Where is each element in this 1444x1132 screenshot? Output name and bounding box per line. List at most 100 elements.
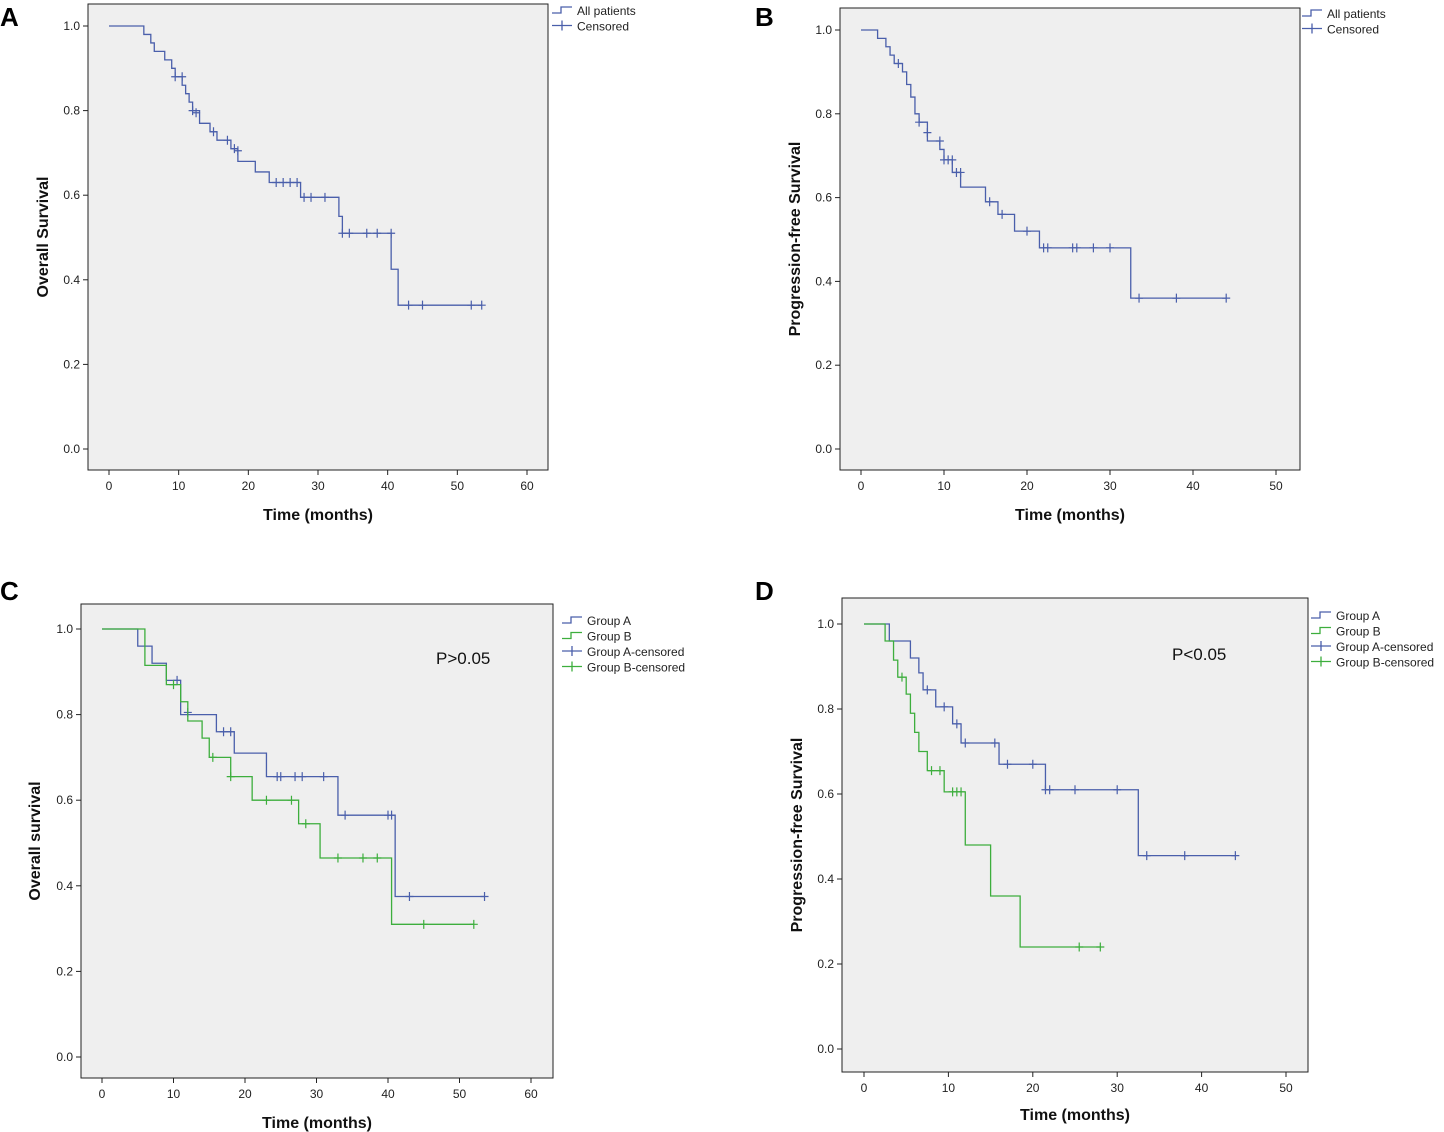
y-tick-label: 0.0 (63, 442, 80, 456)
censor-mark (262, 795, 271, 805)
censor-mark (935, 136, 944, 146)
legend-label: All patients (1327, 7, 1386, 21)
x-axis-title: Time (months) (1015, 507, 1125, 524)
x-tick-label: 20 (1026, 1081, 1040, 1095)
censor-mark (226, 772, 235, 782)
censor-mark (298, 772, 307, 782)
legend-line-icon (1311, 611, 1331, 619)
chart-panel-c: C 0.0 0.2 0.4 0.6 0.8 1.0 0 10 20 30 40 50 60 Time (mo… (0, 576, 685, 1132)
legend-label: Group B (587, 630, 632, 644)
censor-mark (940, 702, 949, 712)
x-tick-label: 0 (858, 479, 865, 493)
x-tick-label: 30 (1103, 479, 1117, 493)
x-tick-label: 10 (937, 479, 951, 493)
legend-censor-icon (552, 20, 572, 31)
y-axis-title: Overall survival (27, 781, 44, 900)
censor-mark (387, 228, 396, 238)
censor-mark (171, 72, 180, 82)
censor-mark (1043, 243, 1052, 253)
censor-mark (404, 300, 413, 310)
censor-mark (286, 178, 295, 188)
censor-mark (362, 228, 371, 238)
y-tick-label: 0.6 (817, 787, 834, 801)
x-tick-label: 40 (1186, 479, 1200, 493)
panel-letter: D (755, 576, 774, 606)
censor-mark (952, 719, 961, 729)
x-tick-label: 50 (453, 1087, 467, 1101)
legend-censor-icon (562, 646, 582, 656)
censor-mark (923, 685, 932, 695)
legend-line-icon (552, 6, 572, 14)
censor-mark (301, 819, 310, 829)
km-curve-group-b (864, 623, 1101, 948)
censor-mark (192, 108, 201, 118)
x-tick-label: 50 (1279, 1081, 1293, 1095)
x-tick-label: 20 (238, 1087, 252, 1101)
y-tick-label: 1.0 (817, 617, 834, 631)
censor-mark (897, 672, 906, 682)
x-tick-label: 60 (520, 479, 534, 493)
censor-mark (373, 853, 382, 863)
legend-label: Group A-censored (1336, 640, 1433, 654)
y-tick-label: 0.2 (56, 964, 73, 978)
x-tick-label: 0 (106, 479, 113, 493)
legend-censor-icon (1311, 641, 1331, 651)
censor-mark (1072, 243, 1081, 253)
censor-mark (1096, 942, 1105, 952)
legend-label: Group A (587, 614, 631, 628)
x-tick-label: 0 (99, 1087, 106, 1101)
censor-mark (178, 72, 187, 82)
y-axis-title: Progression-free Survival (787, 142, 804, 337)
x-tick-label: 10 (942, 1081, 956, 1095)
censor-mark (467, 300, 476, 310)
legend: All patients Censored (552, 4, 636, 34)
legend-line-icon (562, 616, 582, 624)
censor-mark (419, 919, 428, 929)
x-tick-label: 40 (1195, 1081, 1209, 1095)
x-axis-title: Time (months) (262, 1115, 372, 1132)
censor-mark (469, 919, 478, 929)
x-tick-label: 60 (524, 1087, 538, 1101)
censor-mark (1023, 226, 1031, 236)
x-tick-label: 20 (1020, 479, 1034, 493)
y-tick-label: 0.0 (56, 1050, 73, 1064)
legend-label: Group B-censored (1336, 656, 1434, 670)
censor-mark (957, 787, 966, 797)
censor-mark (990, 738, 999, 748)
censor-mark (1180, 851, 1189, 861)
censor-mark (338, 228, 347, 238)
y-axis-title: Progression-free Survival (789, 738, 806, 933)
censor-mark (915, 117, 924, 127)
x-tick-label: 30 (311, 479, 325, 493)
censor-mark (233, 146, 242, 156)
plot-area (839, 7, 1301, 471)
legend-censor-icon (562, 661, 582, 672)
panel-letter: B (755, 2, 774, 32)
p-value-annotation: P>0.05 (436, 649, 490, 668)
censor-mark (477, 300, 486, 310)
censor-mark (894, 59, 903, 69)
censor-mark (1106, 243, 1114, 253)
legend-line-icon (1311, 626, 1331, 635)
y-tick-label: 1.0 (815, 23, 832, 37)
x-axis-title: Time (months) (1020, 1107, 1130, 1124)
censor-mark (1075, 942, 1084, 952)
censor-mark (188, 106, 197, 116)
censor-mark (300, 192, 309, 202)
censor-mark (291, 772, 300, 782)
legend-label: Group B-censored (587, 661, 685, 675)
x-tick-label: 0 (861, 1081, 868, 1095)
legend-label: Censored (577, 20, 629, 34)
censor-mark (226, 727, 235, 737)
censor-mark (418, 300, 427, 310)
y-axis-title: Overall Survival (35, 177, 52, 298)
legend-label: Group B (1336, 625, 1381, 639)
censor-mark (287, 795, 296, 805)
censor-mark (998, 209, 1007, 219)
km-curve-all-patients (109, 25, 482, 306)
panel-letter: A (0, 2, 19, 32)
censor-mark (223, 135, 232, 145)
chart-panel-d: D 0.0 0.2 0.4 0.6 0.8 1.0 0 10 20 30 40 50 Time (mont… (755, 576, 1434, 1124)
